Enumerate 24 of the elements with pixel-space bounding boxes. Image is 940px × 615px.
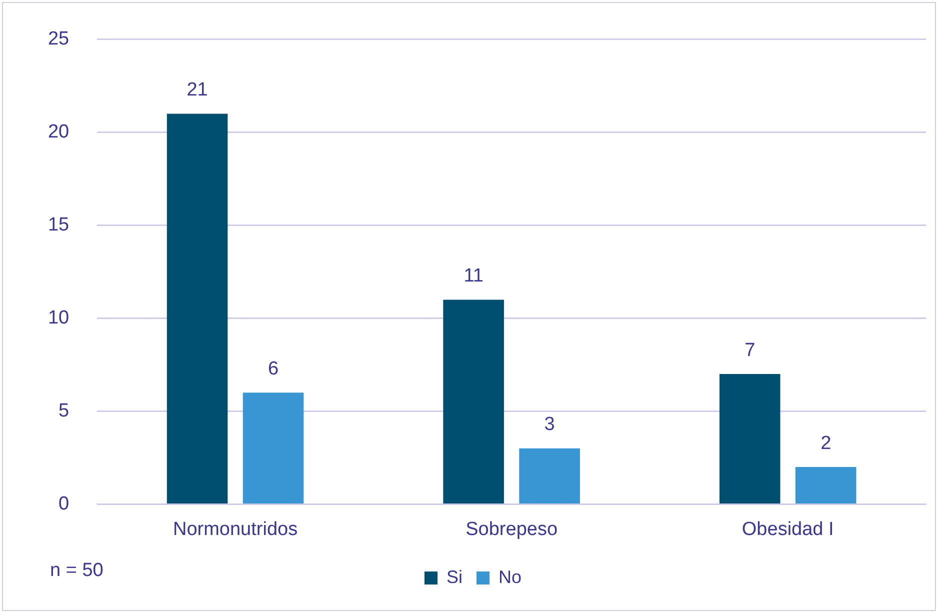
bar	[719, 374, 780, 504]
y-tick-label: 20	[48, 122, 70, 143]
data-label: 6	[268, 358, 279, 380]
bar	[242, 392, 304, 504]
y-tick-label: 5	[58, 400, 70, 422]
x-tick-label: Sobrepeso	[466, 518, 558, 540]
data-label: 2	[820, 432, 832, 454]
y-tick-label: 10	[48, 308, 70, 329]
y-tick-label: 0	[58, 493, 70, 514]
text: n = 50	[50, 560, 104, 582]
legend-label: Si	[446, 566, 463, 587]
data-label: 3	[544, 414, 555, 436]
bar	[519, 448, 580, 504]
legend-label: No	[498, 566, 522, 587]
bar	[166, 114, 228, 504]
data-label: 21	[186, 80, 208, 100]
x-tick-label: Obesidad I	[742, 518, 834, 540]
bar	[795, 467, 856, 504]
data-label: 7	[744, 340, 756, 361]
data-label: 11	[464, 265, 484, 286]
y-tick-label: 25	[48, 28, 70, 50]
x-tick-label: Normonutridos	[172, 518, 298, 540]
bar	[443, 300, 504, 504]
y-tick-label: 15	[48, 214, 70, 236]
